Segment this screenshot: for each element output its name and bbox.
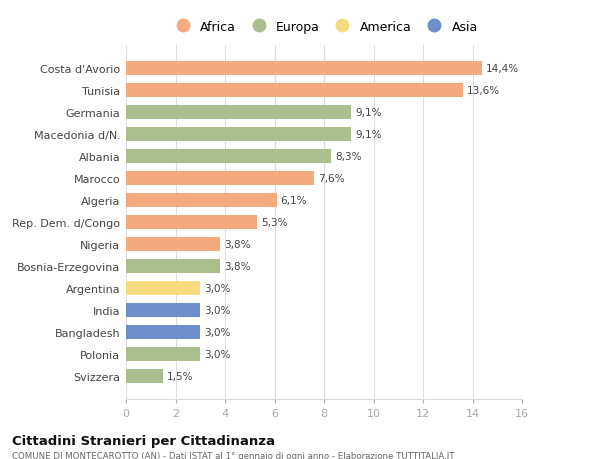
Text: 3,0%: 3,0% [204,306,230,315]
Text: 3,0%: 3,0% [204,349,230,359]
Text: 5,3%: 5,3% [261,218,287,228]
Text: 14,4%: 14,4% [486,64,519,74]
Legend: Africa, Europa, America, Asia: Africa, Europa, America, Asia [166,17,482,37]
Text: Cittadini Stranieri per Cittadinanza: Cittadini Stranieri per Cittadinanza [12,434,275,447]
Bar [126,304,200,317]
Bar [126,347,200,361]
Bar [126,260,220,274]
Text: 3,0%: 3,0% [204,328,230,337]
Bar [126,172,314,185]
Text: 1,5%: 1,5% [167,371,193,381]
Text: 3,8%: 3,8% [224,240,250,250]
Text: COMUNE DI MONTECAROTTO (AN) - Dati ISTAT al 1° gennaio di ogni anno - Elaborazio: COMUNE DI MONTECAROTTO (AN) - Dati ISTAT… [12,451,455,459]
Text: 3,0%: 3,0% [204,284,230,294]
Bar [126,150,331,163]
Text: 3,8%: 3,8% [224,262,250,272]
Bar [126,106,351,119]
Bar [126,128,351,141]
Bar [126,326,200,339]
Text: 9,1%: 9,1% [355,108,382,118]
Bar [126,216,257,230]
Text: 6,1%: 6,1% [281,196,307,206]
Bar [126,282,200,295]
Bar [126,62,482,76]
Bar [126,238,220,252]
Bar [126,369,163,383]
Text: 7,6%: 7,6% [318,174,344,184]
Bar [126,194,277,207]
Bar [126,84,463,98]
Text: 9,1%: 9,1% [355,130,382,140]
Text: 13,6%: 13,6% [466,86,499,96]
Text: 8,3%: 8,3% [335,151,362,162]
